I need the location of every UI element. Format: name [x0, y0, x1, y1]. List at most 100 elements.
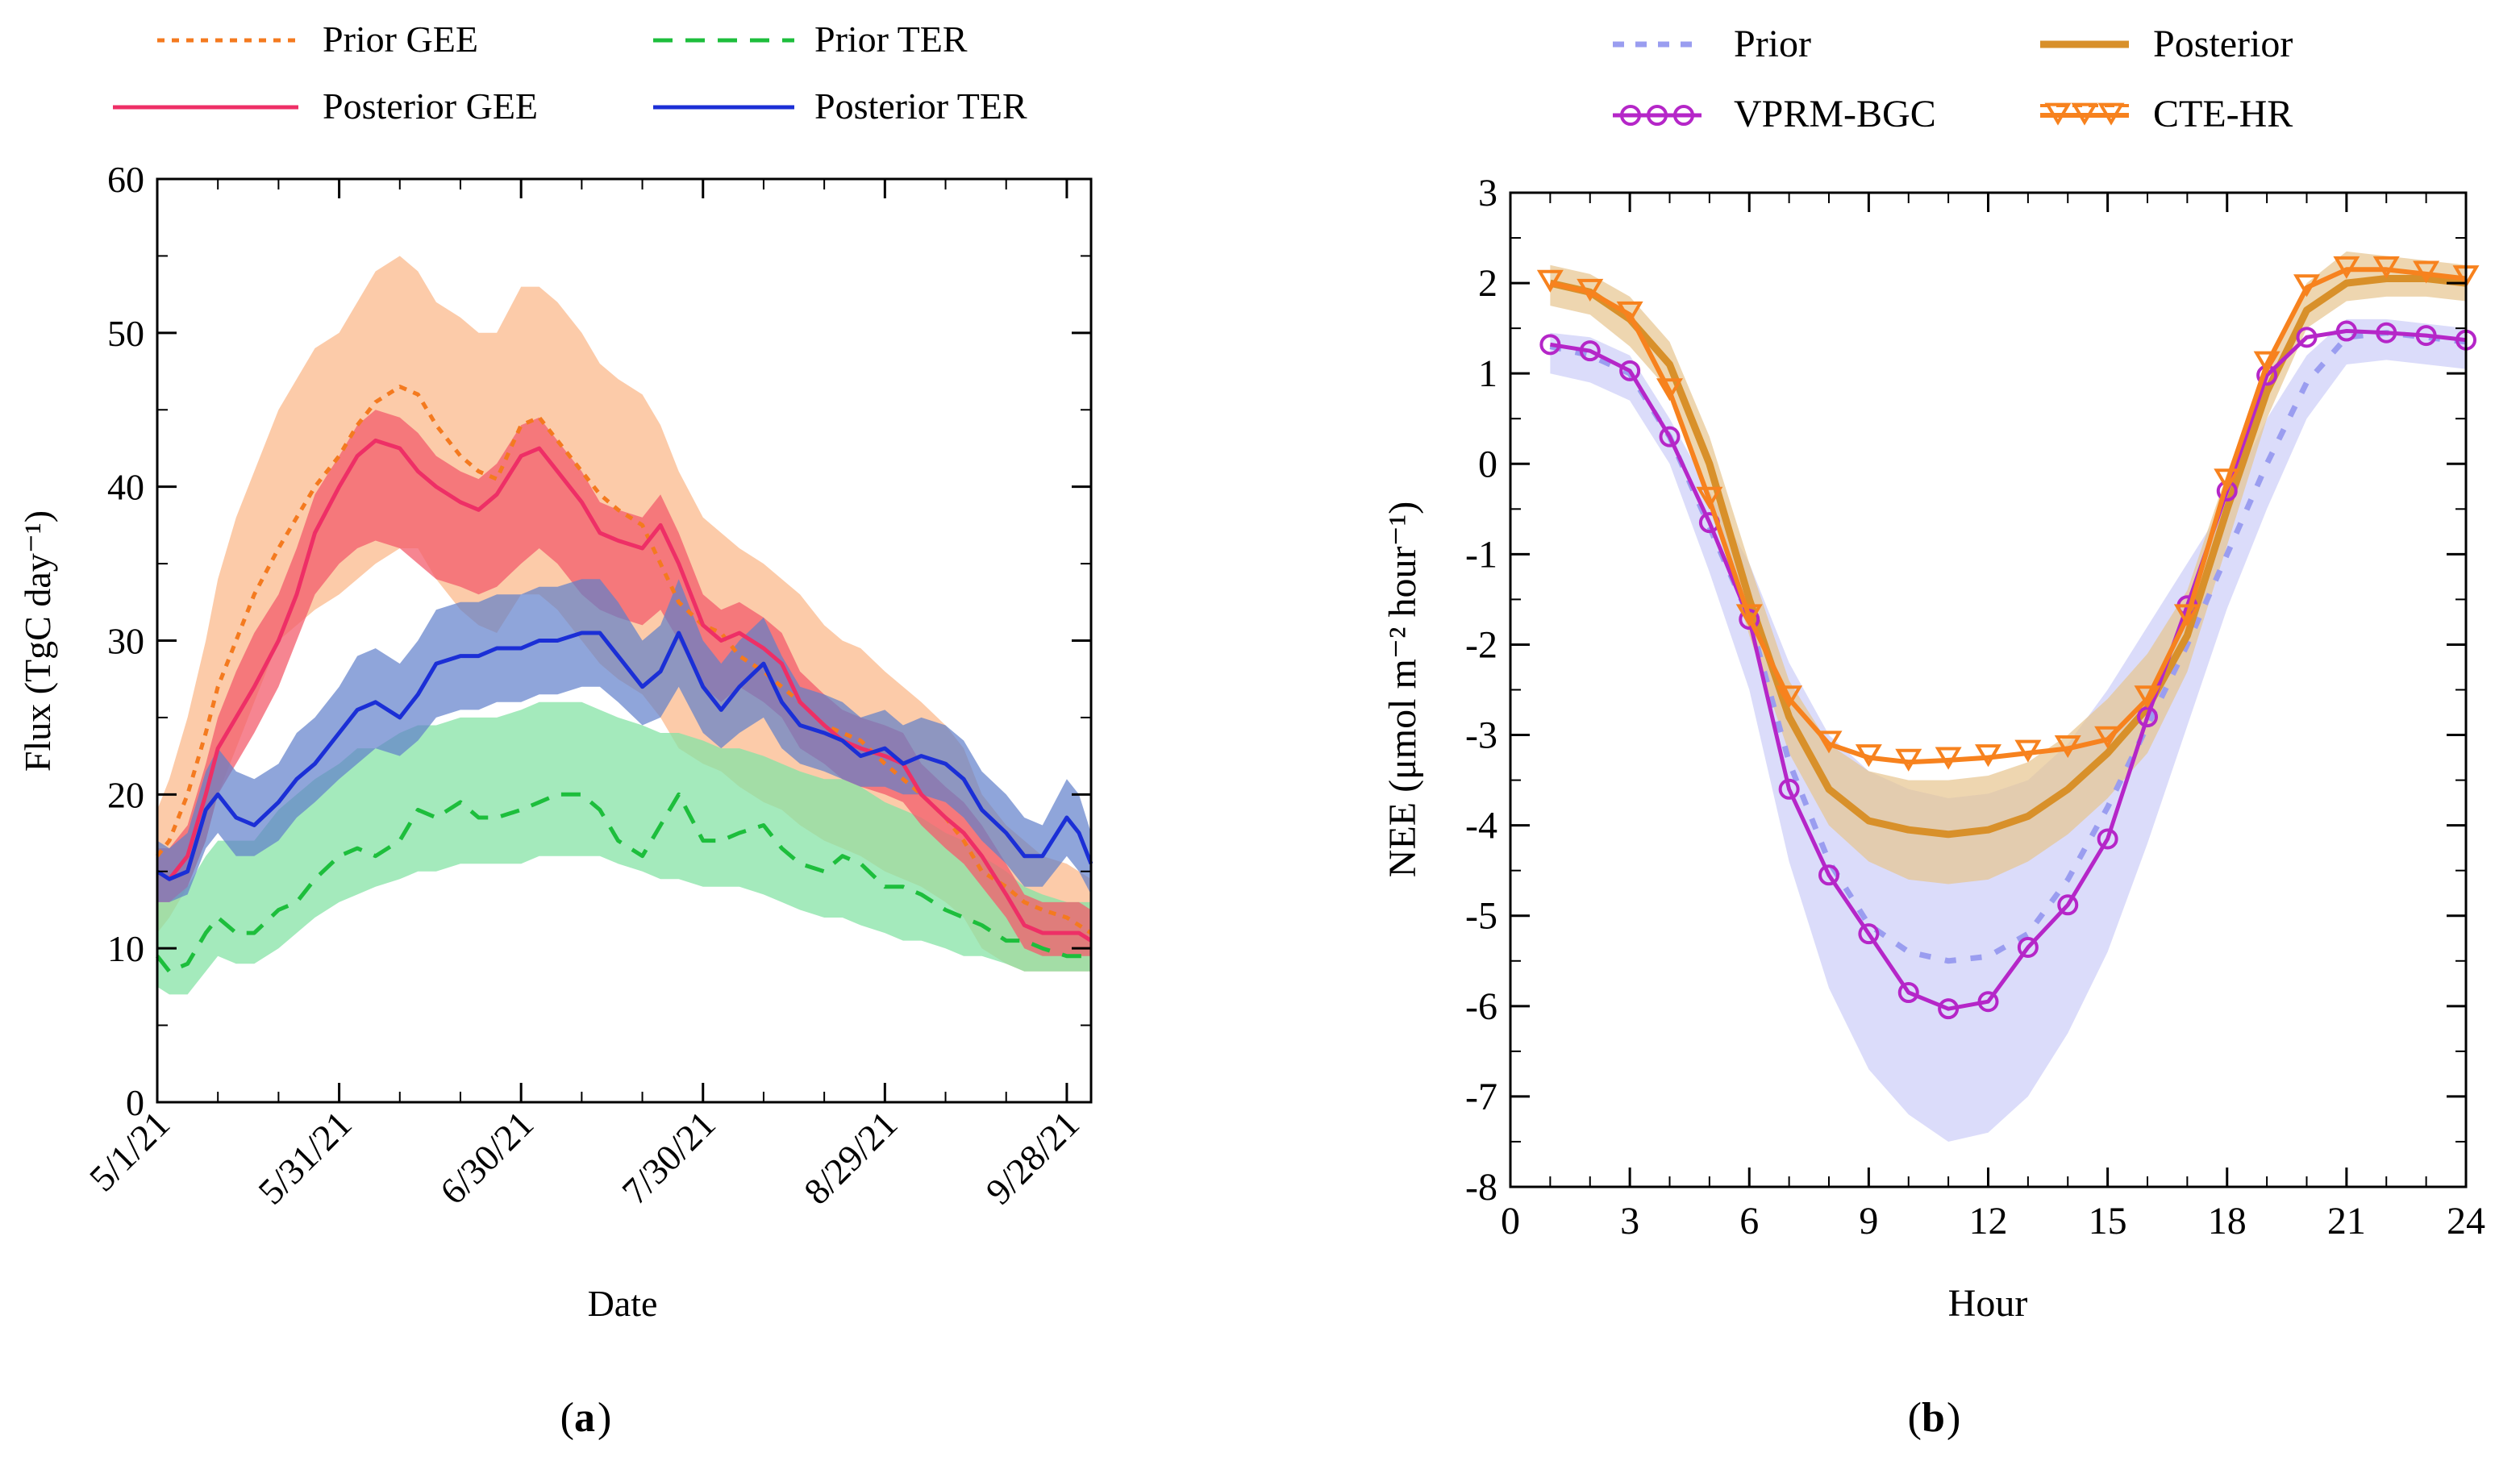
cte-hr-marker — [1577, 278, 1604, 302]
panel-b-x-axis: 0 3 6 9 12 15 18 21 24 — [1501, 193, 2485, 1242]
x-tick-label: 21 — [2327, 1200, 2366, 1242]
legend-label-prior-ter: Prior TER — [814, 19, 968, 60]
series-line-posterior-ter — [156, 631, 1093, 881]
band-posterior-ter — [157, 579, 1091, 902]
cte-hr-marker — [2214, 468, 2241, 492]
y-tick-label: 10 — [107, 928, 144, 969]
legend-vprm-marker — [1647, 105, 1668, 126]
band-prior-ter — [157, 701, 1091, 995]
y-tick-label: 50 — [107, 313, 144, 354]
vprm-bgc-marker — [2415, 325, 2437, 347]
x-tick-label: 7/30/21 — [614, 1103, 723, 1212]
series-line-posterior — [1549, 275, 2467, 839]
cte-hr-marker — [2054, 735, 2081, 759]
vprm-bgc-marker — [2017, 936, 2039, 958]
legend-vprm-marker — [1673, 105, 1694, 126]
svg-text:): ) — [1947, 1395, 1960, 1441]
cte-hr-marker — [1855, 744, 1882, 768]
y-tick-label: -5 — [1465, 895, 1497, 938]
cte-hr-marker — [1815, 730, 1843, 754]
x-tick-label: 0 — [1501, 1200, 1520, 1242]
y-tick-label: -8 — [1465, 1166, 1497, 1209]
x-tick-label: 3 — [1620, 1200, 1639, 1242]
cte-hr-marker — [2134, 685, 2161, 709]
cte-hr-marker — [1656, 378, 1683, 402]
panel-a-lines — [156, 385, 1093, 974]
legend-item-posterior: Posterior — [2040, 23, 2293, 65]
y-tick-label: -6 — [1465, 985, 1497, 1028]
y-tick-label: 0 — [126, 1082, 144, 1123]
y-tick-label: 40 — [107, 467, 144, 508]
cte-hr-marker — [2293, 274, 2320, 298]
legend-item-cte-hr: CTE-HR — [2040, 93, 2293, 135]
cte-hr-marker — [1616, 301, 1643, 324]
x-tick-label: 6/30/21 — [432, 1103, 541, 1212]
cte-hr-marker — [1536, 269, 1564, 293]
panel-a: Prior GEE Prior TER Posterior GEE Poster… — [17, 19, 1093, 1441]
vprm-bgc-marker — [2057, 894, 2079, 916]
legend-swatch-vprm-bgc — [1613, 105, 1702, 126]
legend-cte-marker — [2097, 102, 2125, 126]
legend-vprm-marker — [1620, 105, 1641, 126]
legend-label-prior-gee: Prior GEE — [323, 19, 478, 60]
vprm-bgc-marker — [1619, 360, 1641, 381]
y-tick-label: -1 — [1465, 533, 1497, 576]
y-tick-label: -7 — [1465, 1076, 1497, 1118]
x-tick-label: 9 — [1859, 1200, 1878, 1242]
series-line-prior-ter — [156, 792, 1091, 974]
vprm-bgc-marker — [1659, 426, 1681, 447]
x-tick-label: 12 — [1969, 1200, 2008, 1242]
x-tick-label: 8/29/21 — [796, 1103, 905, 1212]
cte-hr-marker — [2372, 256, 2400, 279]
panel-b-y-axis-title: NEE (μmol m⁻² hour⁻¹) — [1381, 502, 1424, 877]
legend-item-posterior-gee: Posterior GEE — [113, 85, 538, 127]
vprm-bgc-marker — [2335, 320, 2357, 342]
band-posterior-gee — [157, 410, 1091, 956]
legend-swatch-cte-hr — [2040, 102, 2129, 126]
panel-b-y-axis: -8 -7 -6 -5 -4 -3 -2 -1 0 1 2 3 — [1465, 172, 2466, 1209]
vprm-bgc-marker — [1778, 778, 1800, 800]
legend-label-posterior-ter: Posterior TER — [814, 85, 1027, 127]
svg-text:): ) — [598, 1395, 611, 1441]
vprm-bgc-marker — [1977, 991, 1999, 1013]
cte-hr-marker — [2333, 256, 2360, 279]
panel-b: Prior Posterior VPRM-BGC CTE-HR -8 -7 -6 -5… — [1381, 23, 2485, 1441]
x-tick-label: 24 — [2447, 1200, 2485, 1242]
x-tick-label: 18 — [2208, 1200, 2247, 1242]
cte-hr-marker — [1935, 747, 1962, 770]
legend-cte-marker — [2044, 102, 2072, 126]
cte-hr-marker — [1975, 744, 2001, 768]
svg-text:(: ( — [1908, 1395, 1922, 1441]
cte-hr-marker — [2253, 351, 2280, 374]
panel-a-caption: ( a ) — [560, 1395, 612, 1441]
panel-b-x-axis-title: Hour — [1948, 1282, 2028, 1325]
panel-a-y-axis: 0 10 20 30 40 50 60 — [107, 159, 1091, 1123]
y-tick-label: -4 — [1465, 805, 1497, 847]
series-line-posterior-gee — [156, 438, 1093, 943]
panel-a-y-axis-title: Flux (TgC day⁻¹) — [17, 510, 58, 772]
cte-hr-marker — [1776, 685, 1803, 709]
legend-item-vprm-bgc: VPRM-BGC — [1613, 93, 1936, 135]
cte-hr-marker — [2413, 260, 2440, 284]
y-tick-label: 1 — [1478, 352, 1497, 395]
y-tick-label: -3 — [1465, 714, 1497, 757]
y-tick-label: 2 — [1478, 262, 1497, 305]
legend-cte-marker — [2071, 102, 2098, 126]
vprm-bgc-marker — [1539, 334, 1561, 356]
panel-b-bands — [1550, 251, 2466, 1142]
x-tick-label: 9/28/21 — [978, 1103, 1087, 1212]
y-tick-label: 0 — [1478, 443, 1497, 485]
cte-hr-marker — [1735, 604, 1763, 627]
y-tick-label: 20 — [107, 774, 144, 815]
panel-b-caption: ( b ) — [1908, 1395, 1961, 1441]
panel-a-legend: Prior GEE Prior TER Posterior GEE Poster… — [113, 19, 1027, 127]
series-line-vprm-bgc — [1550, 329, 2467, 1011]
panel-b-legend: Prior Posterior VPRM-BGC CTE-HR — [1613, 23, 2293, 135]
vprm-bgc-marker — [1938, 998, 1960, 1020]
vprm-bgc-marker — [1818, 864, 1839, 886]
x-tick-label: 15 — [2089, 1200, 2127, 1242]
vprm-bgc-marker — [1579, 340, 1601, 362]
panel-a-bands — [157, 256, 1091, 995]
panel-a-x-axis-title: Date — [588, 1283, 658, 1324]
y-tick-label: -2 — [1465, 623, 1497, 666]
